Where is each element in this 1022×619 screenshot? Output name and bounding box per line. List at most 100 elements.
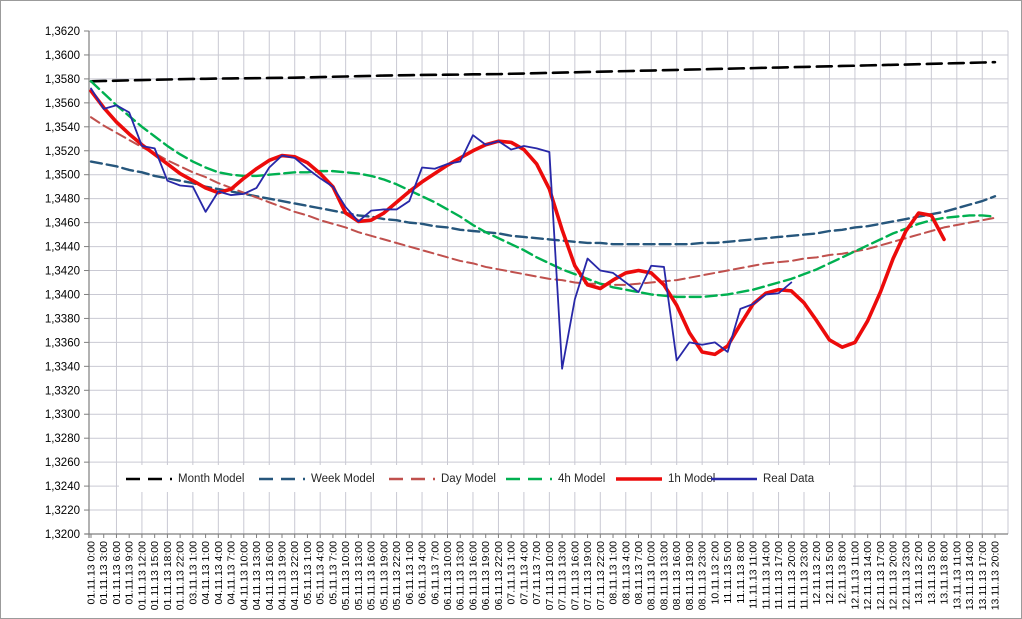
x-axis-tick-label: 12.11.13 17:00: [875, 541, 887, 610]
x-axis-tick-label: 05.11.13 13:00: [353, 541, 365, 610]
x-axis-tick-label: 11.11.13 11:00: [748, 541, 760, 609]
legend-label: 1h Model: [668, 472, 716, 485]
x-axis-tick-label: 01.11.13 18:00: [162, 541, 174, 610]
legend-label: Real Data: [763, 472, 815, 485]
x-axis-tick-label: 07.11.13 7:00: [531, 541, 543, 605]
x-axis-tick-label: 12.11.13 14:00: [862, 541, 874, 610]
x-axis-tick-label: 06.11.13 1:00: [404, 541, 416, 605]
y-axis-tick-label: 1,3420: [45, 266, 80, 278]
y-axis-tick-label: 1,3620: [45, 26, 80, 38]
x-axis-tick-label: 01.11.13 22:00: [175, 541, 187, 610]
series-4h-model: [89, 80, 997, 299]
x-axis-tick-label: 08.11.13 13:00: [658, 541, 670, 610]
y-axis-tick-label: 1,3320: [45, 385, 80, 397]
legend-item-month-model: Month Model: [126, 465, 244, 492]
x-axis-tick-label: 05.11.13 10:00: [340, 541, 352, 610]
x-axis-tick-label: 06.11.13 13:00: [455, 541, 467, 610]
y-axis-tick-label: 1,3460: [45, 218, 80, 230]
x-axis-tick-label: 01.11.13 12:00: [136, 541, 148, 610]
y-axis-tick-label: 1,3280: [45, 433, 80, 445]
x-axis-tick-label: 12.11.13 8:00: [837, 541, 849, 605]
x-axis-tick-label: 08.11.13 1:00: [608, 541, 620, 605]
x-axis-tick-label: 07.11.13 10:00: [544, 541, 556, 610]
x-axis-tick-label: 01.11.13 15:00: [149, 541, 161, 610]
x-axis-tick-label: 05.11.13 19:00: [378, 541, 390, 610]
x-axis-tick-label: 11.11.13 14:00: [760, 541, 772, 610]
x-axis-tick-label: 13.11.13 2:00: [913, 541, 925, 605]
x-axis-tick-label: 11.11.13 17:00: [773, 541, 785, 610]
x-axis-tick-label: 13.11.13 17:00: [977, 541, 989, 610]
x-axis-tick-label: 13.11.13 11:00: [951, 541, 963, 610]
y-axis-tick-label: 1,3380: [45, 313, 80, 325]
legend-item-4h-model: 4h Model: [506, 465, 605, 492]
x-axis-tick-label: 11.11.13 5:00: [722, 541, 734, 604]
x-axis-tick-label: 08.11.13 23:00: [697, 541, 709, 610]
series-day-model: [90, 116, 996, 286]
x-axis-tick-label: 01.11.13 6:00: [111, 541, 123, 605]
x-axis-tick-label: 05.11.13 1:00: [302, 541, 314, 605]
x-axis-tick-label: 01.11.13 0:00: [86, 541, 98, 605]
x-axis-tick-label: 07.11.13 1:00: [506, 541, 518, 605]
x-axis-tick-label: 13.11.13 8:00: [939, 541, 951, 605]
4h-model-line-swatch-icon: [506, 477, 552, 480]
x-axis-tick-label: 06.11.13 10:00: [442, 541, 454, 610]
y-axis-tick-label: 1,3240: [45, 481, 80, 493]
x-axis-tick-label: 04.11.13 19:00: [276, 541, 288, 610]
x-axis-tick-label: 08.11.13 10:00: [646, 541, 658, 610]
legend-item-day-model: Day Model: [389, 465, 496, 492]
series-1h-model: [89, 89, 946, 357]
series-real-data: [90, 87, 793, 370]
x-axis-tick-label: 06.11.13 16:00: [467, 541, 479, 610]
y-axis-tick-label: 1,3580: [45, 74, 80, 86]
y-axis-tick-label: 1,3340: [45, 361, 80, 373]
x-axis-tick-label: 12.11.13 5:00: [824, 541, 836, 605]
legend: Month Model Week Model Day Model 4h Mode…: [119, 465, 853, 492]
x-axis-tick-label: 08.11.13 7:00: [633, 541, 645, 605]
x-axis-tick-label: 04.11.13 22:00: [289, 541, 301, 610]
real-data-line-swatch-icon: [711, 477, 757, 480]
x-axis-tick-label: 04.11.13 13:00: [251, 541, 263, 610]
y-axis-tick-label: 1,3440: [45, 242, 80, 254]
y-axis-tick-label: 1,3260: [45, 457, 80, 469]
y-axis-tick-label: 1,3600: [45, 50, 80, 62]
x-axis-tick-label: 11.11.13 20:00: [786, 541, 798, 610]
y-axis-tick-label: 1,3540: [45, 122, 80, 134]
y-axis-tick-label: 1,3220: [45, 505, 80, 517]
x-axis-tick-label: 07.11.13 4:00: [518, 541, 530, 605]
x-axis-tick-label: 04.11.13 1:00: [200, 541, 212, 605]
x-axis-tick-label: 07.11.13 16:00: [569, 541, 581, 610]
y-axis-tick-label: 1,3400: [45, 289, 80, 301]
x-axis-tick-label: 08.11.13 16:00: [671, 541, 683, 610]
x-axis-tick-label: 04.11.13 7:00: [226, 541, 238, 605]
x-axis-tick-label: 07.11.13 22:00: [595, 541, 607, 610]
legend-item-1h-model: 1h Model: [616, 465, 715, 492]
y-axis-tick-label: 1,3500: [45, 170, 80, 182]
x-axis-tick-label: 05.11.13 7:00: [327, 541, 339, 605]
legend-label: Week Model: [311, 472, 375, 485]
legend-label: Month Model: [178, 472, 245, 485]
y-axis-tick-label: 1,3200: [45, 529, 80, 541]
x-axis-tick-label: 03.11.13 1:00: [187, 541, 199, 605]
y-axis-tick-label: 1,3360: [45, 337, 80, 349]
x-axis-tick-label: 01.11.13 9:00: [124, 541, 136, 605]
x-axis-tick-label: 10.11.13 2:00: [709, 541, 721, 605]
x-axis-tick-label: 04.11.13 10:00: [238, 541, 250, 610]
x-axis-tick-label: 05.11.13 16:00: [366, 541, 378, 610]
x-axis-tick-label: 06.11.13 19:00: [480, 541, 492, 610]
x-axis-tick-label: 11.11.13 8:00: [735, 541, 747, 604]
x-axis-tick-label: 12.11.13 11:00: [849, 541, 861, 610]
day-model-line-swatch-icon: [389, 477, 435, 480]
series-month-model: [89, 60, 997, 83]
x-axis-tick-label: 04.11.13 16:00: [264, 541, 276, 610]
legend-item-real-data: Real Data: [711, 465, 814, 492]
x-axis-tick-label: 05.11.13 4:00: [315, 541, 327, 605]
x-axis-tick-label: 07.11.13 13:00: [557, 541, 569, 610]
1h-model-line-swatch-icon: [616, 476, 662, 481]
x-axis-tick-label: 11.11.13 23:00: [799, 541, 811, 610]
legend-item-week-model: Week Model: [259, 465, 375, 492]
x-axis-tick-label: 05.11.13 22:00: [391, 541, 403, 610]
x-axis-tick-label: 01.11.13 3:00: [98, 541, 110, 605]
x-axis-tick-label: 07.11.13 19:00: [582, 541, 594, 610]
y-axis-tick-label: 1,3300: [45, 409, 80, 421]
